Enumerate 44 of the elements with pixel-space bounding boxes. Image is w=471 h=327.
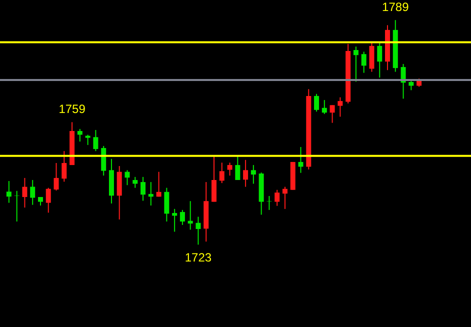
candlestick [140, 176, 146, 202]
candlestick [219, 162, 224, 184]
candlestick [30, 180, 36, 206]
candlestick [298, 146, 304, 174]
candlestick [22, 177, 28, 208]
candlestick [101, 145, 106, 176]
candlestick [314, 93, 320, 112]
candlestick [408, 79, 414, 91]
candlestick [172, 208, 178, 232]
candlestick [282, 186, 288, 210]
candlestick [227, 162, 232, 176]
candlestick [377, 42, 382, 78]
candlestick [156, 171, 162, 198]
candlestick [361, 51, 366, 74]
candlestick [6, 180, 12, 204]
candlestick [274, 189, 280, 206]
candlestick [369, 42, 374, 72]
candlestick [124, 170, 130, 186]
candlestick [164, 187, 170, 222]
candlestick [196, 216, 201, 246]
candlestick [54, 162, 59, 192]
candlestick [62, 150, 67, 182]
candlestick [46, 187, 51, 214]
candlestick [243, 159, 248, 188]
candlestick [148, 182, 154, 206]
candlestick [250, 164, 256, 184]
candlestick [93, 129, 98, 152]
candlestick [266, 195, 272, 210]
candlestick [338, 96, 343, 118]
candlestick [77, 128, 82, 142]
candlestick [14, 190, 20, 222]
candlestick [330, 104, 335, 124]
candlestick [188, 200, 193, 230]
candlestick [322, 100, 327, 114]
candlestick [212, 156, 216, 202]
candlestick [235, 156, 240, 181]
annotation: 1789 [382, 0, 410, 14]
candlestick [116, 166, 122, 220]
annotation: 1759 [58, 102, 86, 116]
candlestick [180, 209, 185, 226]
candlestick [85, 134, 90, 146]
candlestick [353, 46, 358, 82]
candlestick [132, 176, 138, 188]
annotation: 1723 [184, 250, 212, 265]
